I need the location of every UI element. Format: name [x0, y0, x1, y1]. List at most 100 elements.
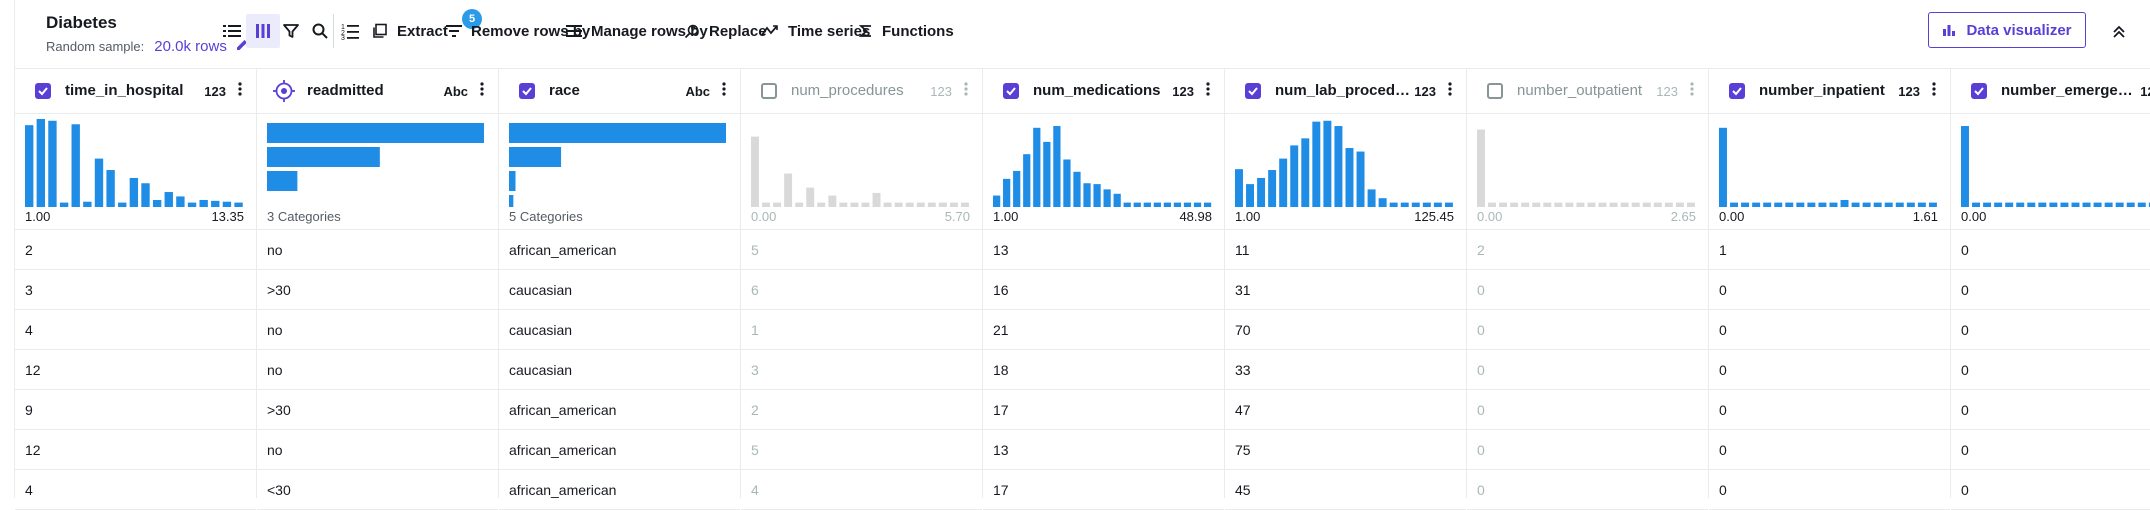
column-header[interactable]: readmitted Abc	[257, 69, 498, 114]
column-checkbox[interactable]	[1003, 83, 1019, 99]
column-checkbox[interactable]	[761, 83, 777, 99]
table-cell[interactable]: 17	[983, 470, 1224, 510]
table-cell[interactable]: 21	[983, 310, 1224, 350]
column-menu-icon[interactable]	[1448, 82, 1452, 100]
column-header[interactable]: num_procedures 123	[741, 69, 982, 114]
table-cell[interactable]: 18	[983, 350, 1224, 390]
column-header[interactable]: number_emergency123	[1951, 69, 2150, 114]
table-cell[interactable]: 0	[1951, 230, 2150, 270]
table-cell[interactable]: 0	[1467, 390, 1708, 430]
table-cell[interactable]: 16	[983, 270, 1224, 310]
table-cell[interactable]: 70	[1225, 310, 1466, 350]
table-cell[interactable]: 17	[983, 390, 1224, 430]
column-menu-icon[interactable]	[1690, 82, 1694, 100]
table-cell[interactable]: 12	[15, 430, 256, 470]
table-cell[interactable]: 3	[741, 350, 982, 390]
table-cell[interactable]: 75	[1225, 430, 1466, 470]
list-view-icon[interactable]	[215, 14, 249, 48]
table-cell[interactable]: 1	[1709, 230, 1950, 270]
table-cell[interactable]: 1	[741, 310, 982, 350]
table-cell[interactable]: no	[257, 350, 498, 390]
table-cell[interactable]: african_american	[499, 470, 740, 510]
table-cell[interactable]: caucasian	[499, 310, 740, 350]
table-cell[interactable]: 4	[15, 310, 256, 350]
sample-size-link[interactable]: 20.0k rows	[154, 38, 227, 55]
table-cell[interactable]: 0	[1467, 350, 1708, 390]
table-cell[interactable]: 0	[1709, 350, 1950, 390]
column-view-icon[interactable]	[246, 14, 280, 48]
replace-button[interactable]: Replace	[684, 18, 767, 44]
extract-button[interactable]: Extract	[372, 18, 448, 44]
column-checkbox[interactable]	[1487, 83, 1503, 99]
column-checkbox[interactable]	[35, 83, 51, 99]
table-cell[interactable]: african_american	[499, 430, 740, 470]
column-checkbox[interactable]	[519, 83, 535, 99]
column-header[interactable]: number_outpatient 123	[1467, 69, 1708, 114]
table-cell[interactable]: african_american	[499, 230, 740, 270]
table-cell[interactable]: 0	[1951, 390, 2150, 430]
table-cell[interactable]: 5	[741, 430, 982, 470]
time-series-button[interactable]: Time series	[761, 18, 870, 44]
column-menu-icon[interactable]	[238, 82, 242, 100]
table-cell[interactable]: 0	[1709, 390, 1950, 430]
table-cell[interactable]: caucasian	[499, 350, 740, 390]
table-cell[interactable]: 6	[741, 270, 982, 310]
column-histogram[interactable]: 5 Categories	[499, 114, 740, 230]
data-visualizer-button[interactable]: Data visualizer	[1928, 12, 2086, 48]
table-cell[interactable]: no	[257, 230, 498, 270]
table-cell[interactable]: 0	[1951, 310, 2150, 350]
column-menu-icon[interactable]	[480, 82, 484, 100]
table-cell[interactable]: 0	[1951, 470, 2150, 510]
table-cell[interactable]: 3	[15, 270, 256, 310]
column-checkbox[interactable]	[1971, 83, 1987, 99]
table-cell[interactable]: <30	[257, 470, 498, 510]
table-cell[interactable]: 11	[1225, 230, 1466, 270]
table-cell[interactable]: no	[257, 310, 498, 350]
table-cell[interactable]: 0	[1951, 350, 2150, 390]
table-cell[interactable]: 12	[15, 350, 256, 390]
column-histogram[interactable]: 0.00 5.70	[741, 114, 982, 230]
table-cell[interactable]: african_american	[499, 390, 740, 430]
table-cell[interactable]: 0	[1709, 430, 1950, 470]
column-menu-icon[interactable]	[1206, 82, 1210, 100]
table-cell[interactable]: 0	[1709, 310, 1950, 350]
column-header[interactable]: number_inpatient 123	[1709, 69, 1950, 114]
table-cell[interactable]: >30	[257, 270, 498, 310]
table-cell[interactable]: 4	[741, 470, 982, 510]
column-menu-icon[interactable]	[1932, 82, 1936, 100]
column-histogram[interactable]: 3 Categories	[257, 114, 498, 230]
manage-rows-button[interactable]: Manage rows by	[566, 18, 708, 44]
column-histogram[interactable]: 0.00 2.65	[1467, 114, 1708, 230]
table-cell[interactable]: 13	[983, 230, 1224, 270]
table-cell[interactable]: >30	[257, 390, 498, 430]
functions-button[interactable]: Functions	[859, 18, 954, 44]
collapse-chevron-icon[interactable]	[2105, 18, 2133, 46]
column-histogram[interactable]: 0.00	[1951, 114, 2150, 230]
table-cell[interactable]: 0	[1709, 470, 1950, 510]
table-cell[interactable]: 0	[1709, 270, 1950, 310]
column-histogram[interactable]: 0.00 1.61	[1709, 114, 1950, 230]
table-cell[interactable]: no	[257, 430, 498, 470]
filter-icon[interactable]	[274, 14, 308, 48]
table-cell[interactable]: 33	[1225, 350, 1466, 390]
column-histogram[interactable]: 1.00 125.45	[1225, 114, 1466, 230]
table-cell[interactable]: 0	[1951, 430, 2150, 470]
remove-rows-button[interactable]: Remove rows by	[446, 18, 590, 44]
table-cell[interactable]: 4	[15, 470, 256, 510]
column-menu-icon[interactable]	[964, 82, 968, 100]
table-cell[interactable]: 5	[741, 230, 982, 270]
table-cell[interactable]: 0	[1467, 470, 1708, 510]
column-checkbox[interactable]	[1729, 83, 1745, 99]
table-cell[interactable]: 31	[1225, 270, 1466, 310]
table-cell[interactable]: 13	[983, 430, 1224, 470]
table-cell[interactable]: 45	[1225, 470, 1466, 510]
column-header[interactable]: race Abc	[499, 69, 740, 114]
table-cell[interactable]: 2	[1467, 230, 1708, 270]
column-histogram[interactable]: 1.00 48.98	[983, 114, 1224, 230]
table-cell[interactable]: 0	[1951, 270, 2150, 310]
search-icon[interactable]	[303, 14, 337, 48]
column-histogram[interactable]: 1.00 13.35	[15, 114, 256, 230]
table-cell[interactable]: caucasian	[499, 270, 740, 310]
table-cell[interactable]: 2	[15, 230, 256, 270]
